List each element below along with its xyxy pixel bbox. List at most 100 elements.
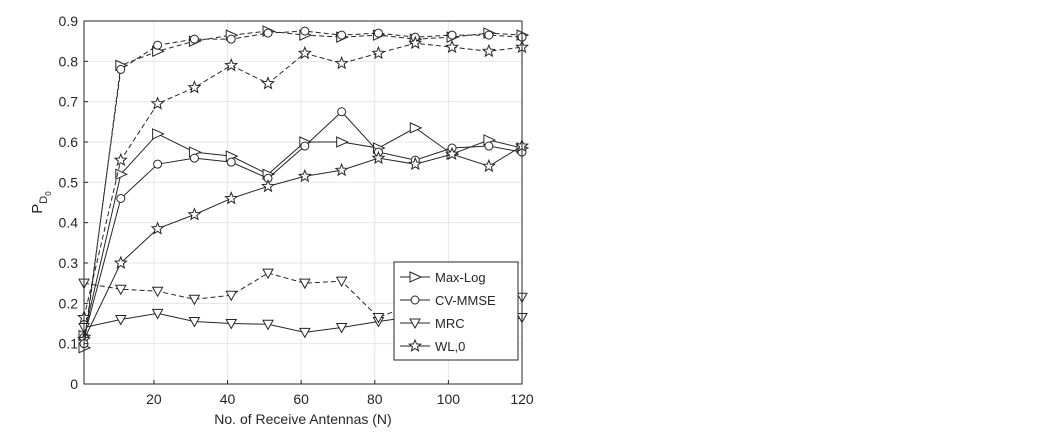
y-tick-label: 0.5 bbox=[59, 174, 79, 190]
data-point-triangle-down bbox=[151, 308, 164, 320]
x-tick-label: 100 bbox=[437, 391, 461, 407]
data-point-triangle-down bbox=[298, 327, 311, 339]
data-point-star bbox=[371, 150, 386, 165]
data-point-star bbox=[150, 221, 165, 235]
data-point-circle bbox=[189, 153, 199, 163]
legend-marker bbox=[407, 338, 423, 352]
y-axis-label: PD0 bbox=[29, 191, 53, 214]
data-point-star bbox=[187, 207, 202, 221]
data-point-triangle-down bbox=[114, 284, 127, 296]
data-point-circle bbox=[116, 64, 126, 74]
x-tick-label: 120 bbox=[510, 391, 534, 407]
data-point-triangle-right bbox=[152, 128, 165, 140]
y-tick-label: 0 bbox=[70, 376, 78, 392]
y-axis-label-sub2: 0 bbox=[44, 191, 53, 196]
data-point-star bbox=[261, 179, 276, 193]
legend-label: MRC bbox=[435, 316, 465, 331]
data-point-circle bbox=[447, 30, 457, 40]
data-point-star bbox=[481, 158, 496, 173]
data-point-circle bbox=[337, 107, 347, 117]
data-point-circle bbox=[226, 34, 236, 44]
data-point-star bbox=[445, 146, 460, 161]
data-point-star bbox=[224, 191, 239, 205]
legend-label: WL,0 bbox=[435, 339, 465, 354]
y-tick-label: 0.7 bbox=[59, 94, 79, 110]
data-point-triangle-down bbox=[335, 323, 348, 334]
legend: Max-Log CV-MMSE MRC WL,0 bbox=[393, 261, 519, 361]
data-point-circle bbox=[226, 157, 236, 167]
data-point-star bbox=[187, 80, 202, 94]
data-point-triangle-down bbox=[188, 294, 201, 306]
legend-marker bbox=[409, 318, 421, 330]
data-point-star bbox=[408, 35, 423, 50]
data-point-star bbox=[297, 168, 312, 183]
x-tick-label: 20 bbox=[146, 391, 162, 407]
series-unlabeled-dashed bbox=[76, 35, 530, 324]
data-point-circle bbox=[300, 141, 310, 151]
y-tick-label: 0.2 bbox=[59, 295, 79, 311]
data-point-circle bbox=[373, 28, 383, 38]
data-point-triangle-down bbox=[188, 316, 201, 328]
legend-item: Max-Log bbox=[400, 270, 486, 285]
data-point-triangle-down bbox=[298, 278, 311, 290]
y-tick-label: 0.8 bbox=[59, 53, 79, 69]
plot-series bbox=[76, 25, 530, 354]
data-point-circle bbox=[153, 159, 163, 169]
data-point-star bbox=[261, 76, 276, 90]
data-point-star bbox=[113, 152, 128, 167]
legend-marker bbox=[410, 295, 420, 305]
legend-item: CV-MMSE bbox=[400, 293, 496, 308]
y-tick-label: 0.9 bbox=[59, 13, 79, 29]
x-tick-label: 80 bbox=[367, 391, 383, 407]
plot-frame bbox=[83, 20, 523, 385]
legend-marker bbox=[409, 271, 423, 283]
x-tick-label: 60 bbox=[293, 391, 309, 407]
y-axis-label-sub1: D bbox=[38, 196, 50, 204]
x-axis-label: No. of Receive Antennas (N) bbox=[214, 411, 391, 427]
legend-label: CV-MMSE bbox=[435, 293, 496, 308]
legend-label: Max-Log bbox=[435, 270, 486, 285]
data-point-star bbox=[334, 162, 349, 177]
data-point-triangle-down bbox=[225, 319, 238, 330]
data-point-circle bbox=[153, 40, 163, 50]
data-point-triangle-down bbox=[372, 312, 385, 324]
y-axis-ticks: 0 0.1 0.2 0.3 0.4 0.5 0.6 0.7 0.8 0.9 bbox=[59, 13, 88, 392]
data-point-triangle-down bbox=[262, 268, 274, 280]
data-point-circle bbox=[263, 28, 273, 38]
data-point-star bbox=[445, 39, 460, 54]
legend-item: MRC bbox=[400, 316, 465, 331]
data-point-triangle-down bbox=[114, 314, 127, 326]
svg-text:PD0: PD0 bbox=[29, 191, 53, 214]
data-point-star bbox=[224, 58, 239, 72]
data-point-star bbox=[481, 43, 496, 58]
data-point-triangle-down bbox=[151, 286, 164, 298]
data-point-star bbox=[150, 96, 165, 110]
data-point-triangle-down bbox=[262, 319, 274, 331]
data-point-star bbox=[371, 45, 386, 60]
data-point-triangle-right bbox=[336, 136, 349, 148]
y-axis-label-main: P bbox=[29, 204, 46, 214]
data-point-triangle-down bbox=[225, 290, 238, 302]
data-point-triangle-right bbox=[409, 122, 423, 134]
data-point-star bbox=[297, 45, 312, 60]
y-tick-label: 0.3 bbox=[59, 255, 79, 271]
data-point-circle bbox=[337, 30, 347, 40]
x-axis-ticks: 20 40 60 80 100 120 bbox=[146, 380, 534, 407]
y-tick-label: 0.1 bbox=[59, 336, 79, 352]
legend-item: WL,0 bbox=[400, 338, 465, 354]
series-wl-0-solid bbox=[76, 138, 530, 346]
data-point-circle bbox=[484, 141, 494, 151]
data-point-circle bbox=[116, 193, 126, 203]
x-tick-label: 40 bbox=[220, 391, 236, 407]
data-point-circle bbox=[189, 34, 199, 44]
data-point-circle bbox=[300, 26, 310, 36]
y-tick-label: 0.4 bbox=[59, 215, 79, 231]
data-point-star bbox=[113, 255, 128, 269]
data-point-triangle-down bbox=[335, 276, 348, 288]
data-point-star bbox=[334, 55, 349, 70]
data-point-circle bbox=[484, 30, 494, 40]
data-point-triangle-right bbox=[115, 168, 129, 181]
data-point-star bbox=[408, 156, 423, 171]
y-tick-label: 0.6 bbox=[59, 134, 79, 150]
